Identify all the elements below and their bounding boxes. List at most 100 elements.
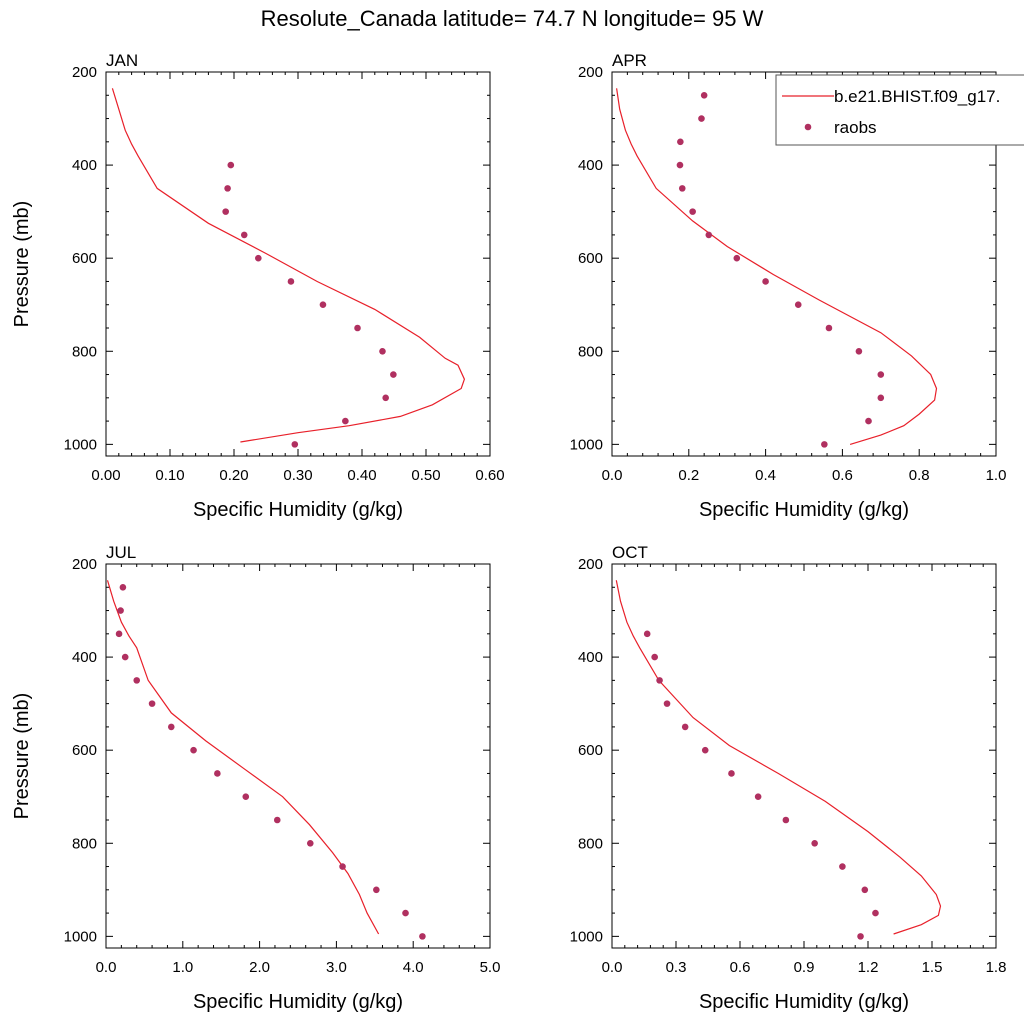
x-axis-label: Specific Humidity (g/kg) [193, 991, 403, 1013]
x-tick-label: 5.0 [480, 959, 501, 976]
model-series-line [616, 88, 938, 445]
y-tick-label: 400 [578, 649, 603, 666]
x-tick-label: 0.40 [347, 467, 376, 484]
raobs-point [382, 394, 389, 402]
y-tick-label: 600 [72, 742, 97, 759]
raobs-point [865, 417, 872, 425]
raobs-point [678, 185, 686, 192]
y-tick-label: 800 [72, 835, 97, 852]
raobs-point [115, 630, 123, 638]
raobs-point [877, 371, 885, 378]
x-tick-label: 0.50 [411, 467, 440, 484]
y-axis-label: Pressure (mb) [11, 693, 33, 820]
raobs-point [306, 839, 314, 847]
raobs-point [319, 301, 327, 309]
x-tick-label: 1.8 [986, 959, 1007, 976]
y-tick-label: 600 [72, 250, 97, 267]
x-axis-label: Specific Humidity (g/kg) [699, 499, 909, 521]
x-tick-label: 0.0 [96, 959, 117, 976]
raobs-point [190, 746, 197, 754]
raobs-point [754, 793, 762, 801]
x-tick-label: 0.0 [602, 959, 623, 976]
x-axis-label: Specific Humidity (g/kg) [193, 499, 403, 521]
raobs-point [677, 138, 684, 146]
raobs-point [148, 700, 156, 707]
panel-title: APR [612, 51, 647, 70]
legend-obs-label: raobs [834, 118, 877, 137]
x-tick-label: 3.0 [326, 959, 347, 976]
raobs-point [821, 441, 828, 448]
raobs-point [733, 254, 741, 262]
panel-jul: JUL 0.0 1.0 2.0 3.0 4.0 5.0 200 400 600 800 1000 Spe… [11, 543, 500, 1013]
y-tick-label: 400 [72, 157, 97, 174]
raobs-point [839, 863, 846, 870]
raobs-point [728, 770, 735, 777]
y-tick-label: 400 [72, 649, 97, 666]
x-tick-label: 1.5 [922, 959, 943, 976]
x-tick-label: 2.0 [249, 959, 270, 976]
raobs-point [240, 231, 248, 239]
panels: JAN 0.00 0.10 0.20 0.30 0.40 0.50 0.60 200 400 600… [11, 51, 1006, 1013]
raobs-point [133, 677, 141, 684]
raobs-point [825, 324, 833, 332]
raobs-point [354, 324, 361, 332]
raobs-point [342, 417, 349, 425]
raobs-point [121, 653, 129, 661]
y-tick-label: 800 [578, 343, 603, 360]
raobs-point [373, 886, 380, 894]
x-tick-label: 0.6 [832, 467, 853, 484]
raobs-point [287, 278, 295, 285]
raobs-point [698, 115, 705, 122]
y-tick-label: 800 [72, 343, 97, 360]
y-tick-label: 200 [578, 64, 603, 81]
y-tick-label: 200 [72, 64, 97, 81]
raobs-point [676, 161, 684, 169]
y-tick-label: 1000 [64, 436, 97, 453]
raobs-point [855, 347, 863, 355]
panel-title: OCT [612, 543, 648, 562]
raobs-point [656, 677, 663, 684]
plot-frame [611, 71, 997, 457]
raobs-point [681, 723, 689, 731]
raobs-point [167, 723, 175, 731]
legend: b.e21.BHIST.f09_g17.raobs [775, 74, 1024, 146]
x-tick-label: 1.0 [986, 467, 1007, 484]
raobs-point [379, 347, 386, 355]
raobs-point [339, 863, 346, 870]
raobs-point [762, 278, 769, 285]
raobs-point [689, 208, 696, 215]
panel-oct: OCT 0.0 0.3 0.6 0.9 1.2 1.5 1.8 200 400 600 800 1000… [570, 543, 1007, 1013]
model-series-line [106, 580, 380, 935]
y-tick-label: 200 [72, 556, 97, 573]
y-axis-label: Pressure (mb) [11, 201, 33, 328]
y-tick-label: 200 [578, 556, 603, 573]
x-tick-label: 4.0 [403, 959, 424, 976]
x-tick-label: 0.30 [283, 467, 312, 484]
raobs-point [861, 886, 869, 894]
x-tick-label: 0.4 [755, 467, 776, 484]
y-tick-label: 1000 [570, 928, 603, 945]
x-tick-label: 0.10 [155, 467, 184, 484]
x-tick-label: 0.2 [678, 467, 699, 484]
x-tick-label: 0.3 [666, 959, 687, 976]
x-tick-label: 0.20 [219, 467, 248, 484]
raobs-point [811, 839, 818, 847]
raobs-point [402, 909, 409, 917]
raobs-point [119, 583, 127, 591]
model-series-line [615, 580, 942, 935]
raobs-point [390, 371, 397, 378]
raobs-point [794, 301, 802, 309]
model-series-line [111, 88, 466, 443]
x-tick-label: 0.0 [602, 467, 623, 484]
raobs-point [782, 816, 790, 824]
raobs-point [117, 607, 124, 614]
raobs-point [700, 91, 708, 99]
raobs-point [701, 746, 709, 754]
plot-frame [105, 71, 491, 457]
x-tick-label: 1.2 [858, 959, 879, 976]
raobs-point [663, 700, 671, 707]
panel-apr: APR 0.0 0.2 0.4 0.6 0.8 1.0 200 400 600 800 1000 Spe… [570, 51, 1007, 521]
raobs-point [857, 933, 864, 940]
raobs-point [242, 793, 250, 801]
